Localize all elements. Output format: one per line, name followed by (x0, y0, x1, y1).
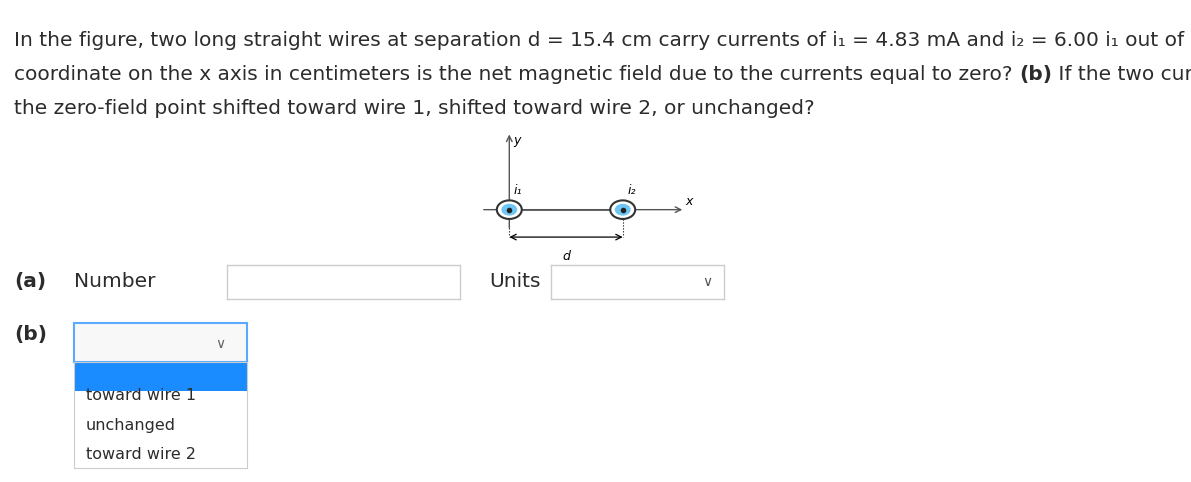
Text: i: i (207, 273, 214, 291)
Text: unchanged: unchanged (86, 417, 176, 433)
Text: d: d (562, 250, 570, 263)
Text: toward wire 1: toward wire 1 (86, 388, 197, 403)
Circle shape (615, 204, 631, 215)
Text: i₁: i₁ (513, 184, 523, 197)
Text: y: y (513, 134, 520, 147)
Circle shape (501, 204, 517, 215)
Text: (a): (a) (14, 272, 46, 292)
Text: coordinate on the x axis in centimeters is the net magnetic field due to the cur: coordinate on the x axis in centimeters … (14, 65, 1019, 84)
Text: the zero-field point shifted toward wire 1, shifted toward wire 2, or unchanged?: the zero-field point shifted toward wire… (14, 99, 815, 118)
Text: x: x (685, 195, 692, 208)
Text: ∨: ∨ (701, 275, 712, 289)
Circle shape (497, 201, 522, 219)
Circle shape (610, 201, 635, 219)
FancyBboxPatch shape (74, 362, 247, 391)
Text: (b): (b) (14, 325, 48, 344)
Text: In the figure, two long straight wires at separation d = 15.4 cm carry currents : In the figure, two long straight wires a… (14, 31, 1191, 50)
Text: Number: Number (74, 272, 155, 292)
Text: i₂: i₂ (628, 184, 636, 197)
Text: (b): (b) (1019, 65, 1052, 84)
Text: ∨: ∨ (216, 337, 226, 351)
Text: Units: Units (490, 272, 541, 292)
Text: If the two currents are doubled, is: If the two currents are doubled, is (1052, 65, 1191, 84)
Text: toward wire 2: toward wire 2 (86, 447, 197, 462)
